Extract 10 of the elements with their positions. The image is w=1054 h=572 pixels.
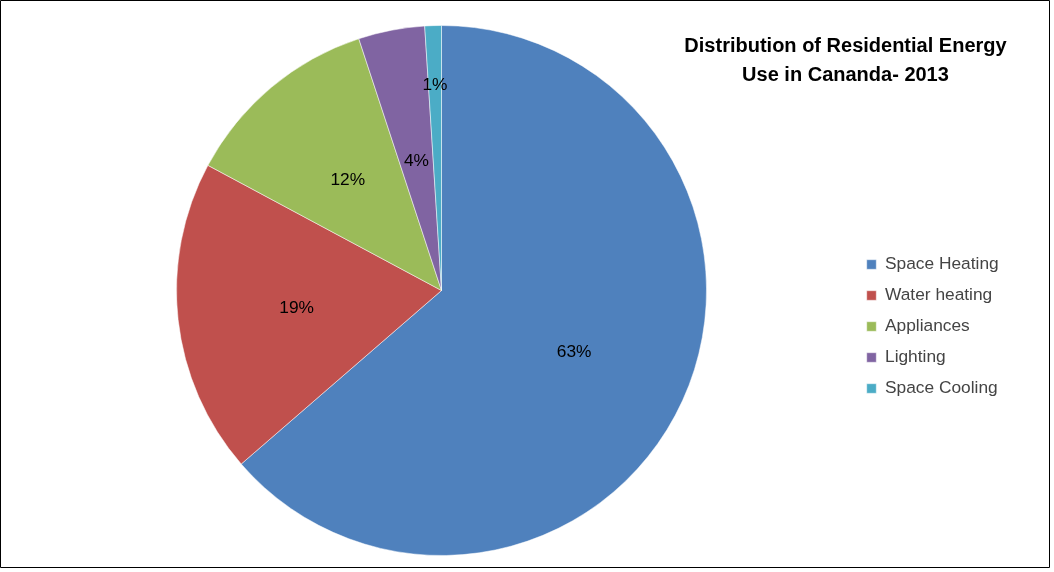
legend-label: Water heating: [885, 284, 993, 305]
data-label: 19%: [279, 296, 314, 317]
text: Distribution of Residential Energy Use in Cananda- 2013: [684, 33, 1008, 86]
legend-label: Lighting: [885, 346, 946, 367]
data-label: 63%: [556, 341, 592, 362]
data-label: 4%: [403, 150, 429, 171]
legend-label: Space Cooling: [885, 377, 998, 398]
legend-label: Space Heating: [885, 253, 999, 274]
data-label: 12%: [330, 168, 366, 189]
legend-label: Appliances: [885, 315, 970, 336]
